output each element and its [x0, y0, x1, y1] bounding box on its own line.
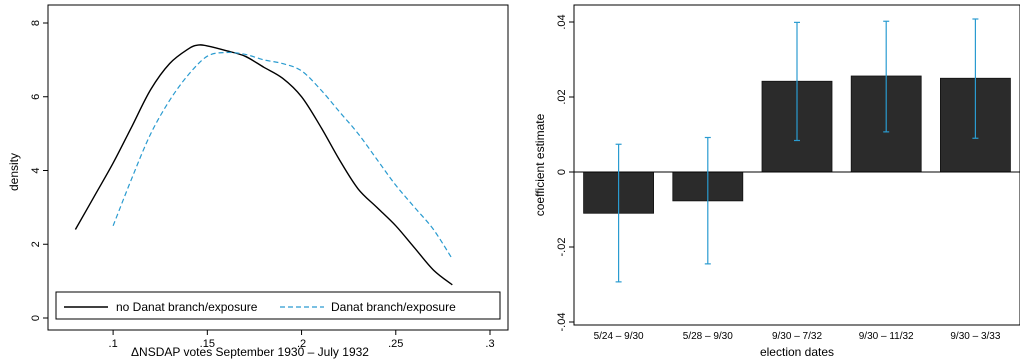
density-y-tick-label: 2	[30, 241, 42, 247]
coefficient-x-tick-label: 9/30 – 11/32	[859, 331, 914, 342]
density-series	[74, 44, 453, 286]
coefficient-x-tick-label: 9/30 – 3/33	[950, 331, 1000, 342]
density-x-tick-label: .3	[485, 338, 494, 350]
density-plot-frame	[47, 4, 509, 331]
coefficient-chart: -.04 -.02 0 .02 .04 5/24 – 9/30 5/28 – 9/30 9/3…	[533, 4, 1020, 359]
coefficient-y-tick-label: .02	[556, 89, 568, 104]
coefficient-bars	[574, 18, 1020, 283]
density-x-axis-label: ΔNSDAP votes September 1930 – July 1932	[131, 345, 369, 359]
density-y-tick-label: 6	[30, 94, 42, 100]
density-line-danat	[112, 51, 453, 260]
coefficient-x-tick-label: 5/28 – 9/30	[683, 331, 733, 342]
density-x-tick-label: .25	[388, 338, 403, 350]
legend-label-no-danat: no Danat branch/exposure	[116, 300, 258, 314]
coefficient-y-tick-label: -.04	[556, 313, 568, 332]
coefficient-axes: -.04 -.02 0 .02 .04 5/24 – 9/30 5/28 – 9/30 9/3…	[556, 14, 1001, 342]
coefficient-y-tick-label: .04	[556, 14, 568, 29]
coefficient-x-tick-label: 9/30 – 7/32	[772, 331, 822, 342]
density-legend: no Danat branch/exposure Danat branch/ex…	[55, 291, 501, 320]
coefficient-x-axis-label: election dates	[760, 345, 834, 359]
density-line-no-danat	[74, 44, 453, 286]
coefficient-y-tick-label: -.02	[556, 238, 568, 257]
density-axes: .1 .15 .2 .25 .3 0 2 4 6 8	[30, 20, 495, 350]
legend-label-danat: Danat branch/exposure	[331, 300, 456, 314]
coefficient-y-axis-label: coefficient estimate	[533, 113, 547, 216]
density-x-tick-label: .15	[200, 338, 215, 350]
density-x-tick-label: .1	[109, 338, 118, 350]
density-chart: .1 .15 .2 .25 .3 0 2 4 6 8 ΔNSDAP votes September…	[7, 4, 509, 359]
density-y-tick-label: 8	[30, 20, 42, 26]
density-x-tick-label: .2	[297, 338, 306, 350]
density-y-axis-label: density	[7, 153, 21, 191]
coefficient-y-tick-label: 0	[556, 169, 568, 175]
density-y-tick-label: 4	[30, 167, 42, 173]
coefficient-plot-frame	[573, 4, 1020, 326]
density-y-tick-label: 0	[30, 315, 42, 321]
legend-box	[55, 291, 501, 320]
coefficient-x-tick-label: 5/24 – 9/30	[594, 331, 644, 342]
